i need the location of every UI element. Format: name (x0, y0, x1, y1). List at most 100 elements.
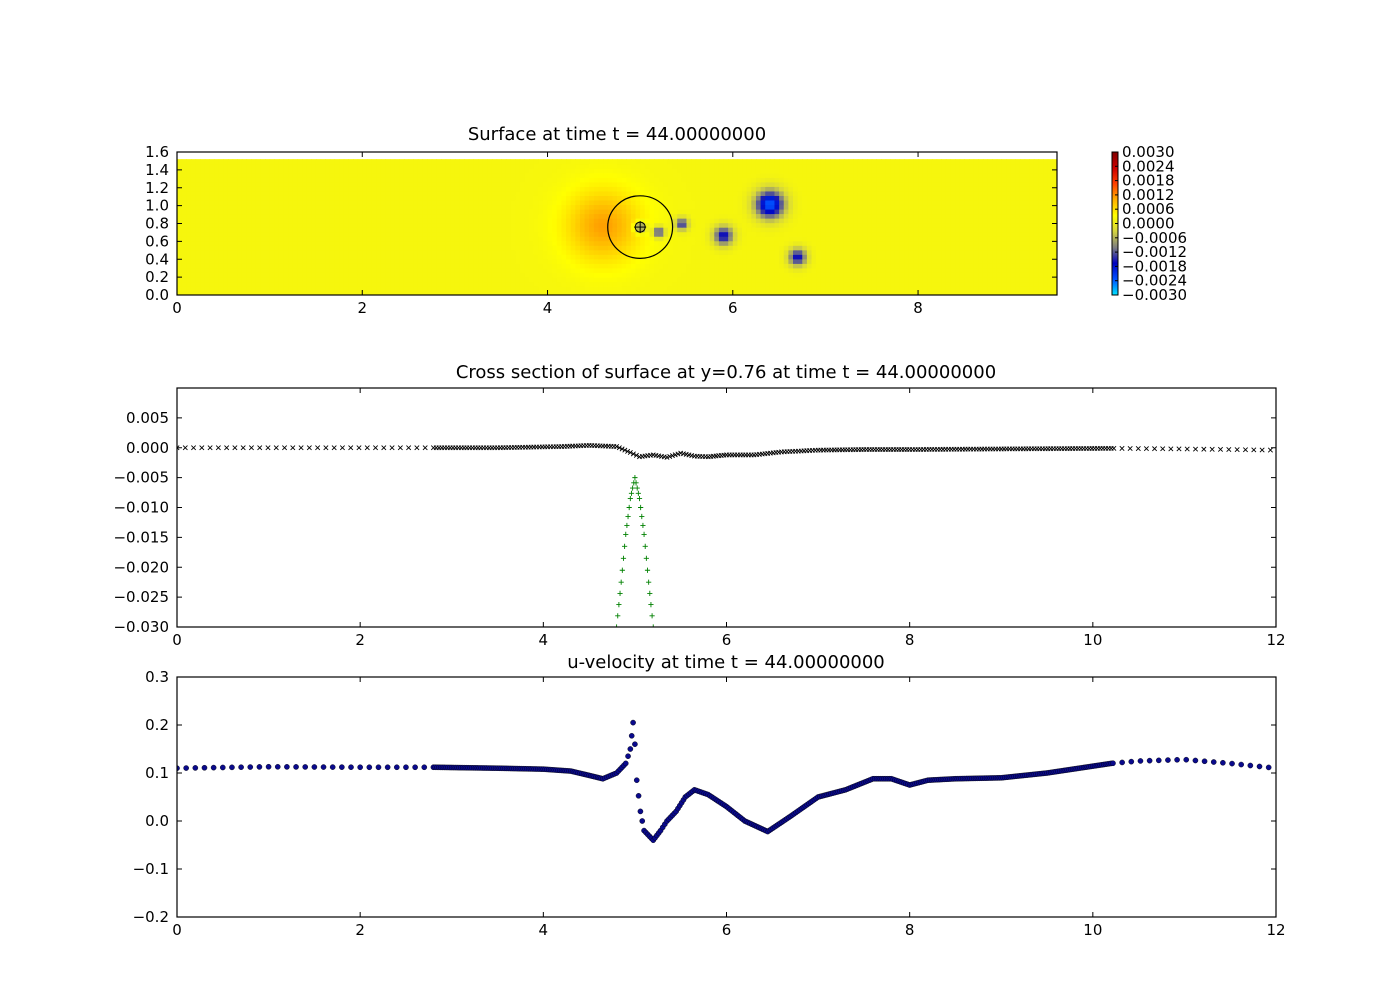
heatmap-cell (899, 281, 905, 287)
heatmap-cell (348, 208, 354, 215)
heatmap-cell (575, 258, 581, 264)
heatmap-cell (1052, 272, 1057, 278)
heatmap-cell (723, 222, 729, 228)
heatmap-cell (519, 290, 525, 295)
heatmap-cell (672, 204, 678, 210)
heatmap-cell (969, 208, 975, 215)
heatmap-cell (941, 208, 947, 215)
heatmap-cell (204, 236, 211, 242)
heatmap-cell (297, 281, 303, 287)
heatmap-cell (538, 222, 544, 228)
heatmap-cell (459, 258, 465, 264)
heatmap-cell (306, 240, 312, 246)
heatmap-cell (227, 186, 234, 192)
heatmap-cell (515, 267, 521, 273)
heatmap-cell (802, 186, 808, 192)
heatmap-cell (566, 208, 572, 215)
heatmap-cell (811, 285, 817, 292)
heatmap-cell (695, 267, 701, 273)
heatmap-cell (654, 240, 660, 246)
heatmap-cell (843, 218, 850, 224)
heatmap-cell (871, 177, 877, 183)
heatmap-cell (255, 177, 261, 183)
heatmap-cell (380, 245, 387, 251)
heatmap-cell (491, 249, 498, 255)
heatmap-cell (459, 281, 465, 287)
heatmap-cell (353, 213, 359, 219)
heatmap-cell (431, 208, 437, 215)
heatmap-cell (473, 204, 479, 210)
heatmap-cell (672, 222, 678, 228)
heatmap-cell (459, 285, 465, 292)
heatmap-cell (195, 218, 201, 224)
heatmap-cell (788, 227, 794, 233)
heatmap-cell (783, 208, 789, 215)
heatmap-cell (630, 281, 637, 287)
heatmap-cell (904, 231, 910, 237)
heatmap-cell (459, 199, 465, 206)
heatmap-cell (848, 285, 854, 292)
heatmap-cell (288, 272, 294, 278)
heatmap-cell (468, 236, 475, 242)
heatmap-cell (343, 231, 349, 237)
heatmap-cell (1047, 177, 1053, 183)
heatmap-cell (380, 276, 387, 283)
heatmap-cell (663, 290, 669, 295)
heatmap-cell (278, 263, 285, 269)
heatmap-cell (899, 218, 905, 224)
heatmap-cell (311, 258, 317, 264)
heatmap-cell (589, 267, 595, 273)
heatmap-cell (394, 263, 400, 269)
heatmap-cell (811, 290, 817, 295)
heatmap-cell (496, 231, 502, 237)
heatmap-cell (464, 281, 470, 287)
heatmap-cell (181, 290, 187, 295)
heatmap-cell (667, 272, 674, 278)
heatmap-cell (218, 240, 224, 246)
heatmap-cell (746, 263, 752, 269)
heatmap-cell (649, 236, 655, 242)
heatmap-cell (843, 267, 850, 273)
heatmap-cell (950, 258, 956, 264)
heatmap-cell (362, 254, 368, 260)
heatmap-cell (529, 213, 535, 219)
heatmap-cell (353, 254, 359, 260)
heatmap-cell (394, 195, 400, 201)
heatmap-cell (181, 208, 187, 215)
heatmap-cell (478, 267, 484, 273)
heatmap-cell (533, 276, 539, 283)
heatmap-cell (297, 240, 303, 246)
heatmap-cell (644, 290, 651, 295)
heatmap-cell (251, 258, 257, 264)
heatmap-cell (436, 186, 442, 192)
heatmap-cell (417, 208, 424, 215)
heatmap-cell (394, 240, 400, 246)
heatmap-cell (987, 290, 993, 295)
heatmap-cell (413, 227, 419, 233)
heatmap-cell (695, 254, 701, 260)
heatmap-cell (209, 199, 215, 206)
heatmap-cell (315, 218, 322, 224)
heatmap-cell (843, 285, 850, 292)
heatmap-cell (371, 218, 377, 224)
heatmap-cell (834, 281, 840, 287)
heatmap-cell (445, 249, 451, 255)
heatmap-cell (227, 240, 234, 246)
heatmap-cell (566, 222, 572, 228)
heatmap-cell (403, 254, 410, 260)
heatmap-cell (862, 227, 868, 233)
heatmap-cell (1015, 195, 1021, 201)
heatmap-cell (654, 272, 660, 278)
heatmap-cell (714, 285, 720, 292)
heatmap-cell (839, 276, 845, 283)
heatmap-cell (422, 195, 428, 201)
heatmap-cell (380, 204, 387, 210)
heatmap-cell (603, 272, 609, 278)
heatmap-cell (403, 208, 410, 215)
heatmap-cell (283, 190, 289, 196)
heatmap-cell (482, 190, 488, 196)
heatmap-cell (718, 227, 725, 233)
heatmap-cell (454, 281, 461, 287)
heatmap-cell (890, 236, 896, 242)
heatmap-cell (797, 218, 803, 224)
